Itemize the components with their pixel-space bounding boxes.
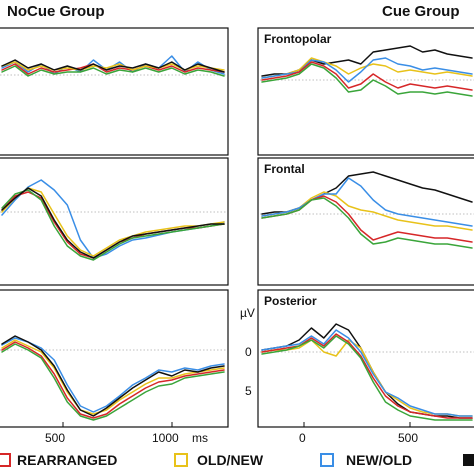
panel-cue-1: Frontal [257,157,474,286]
erp-trace [1,341,225,419]
panel-frame [0,27,229,156]
panel-cue-0: Frontopolar [257,27,474,156]
legend-label-new-old: NEW/OLD [346,452,412,468]
legend-swatch-old-new [174,453,188,467]
erp-trace [261,57,473,79]
erp-trace [1,187,225,259]
erp-trace [261,333,473,419]
legend: REARRANGED OLD/NEW NEW/OLD [0,452,474,468]
erp-trace [1,65,225,77]
title-cue-group: Cue Group [382,3,460,20]
erp-trace [1,335,225,417]
erp-trace [1,339,225,415]
legend-swatch-rearranged [0,453,11,467]
x-tick-left-1000: 1000 [152,431,179,445]
erp-trace [261,339,473,417]
y-tick-5: 5 [245,384,252,398]
panel-frame [257,157,474,286]
panels: Frontopolar Frontal Posterior [0,27,474,428]
panel-nocue-2 [0,289,229,428]
erp-trace [1,59,225,73]
erp-trace [261,335,473,421]
legend-swatch-black [463,454,474,466]
erp-trace [1,63,225,75]
erp-trace [261,61,473,91]
x-tick-right-0: 0 [299,431,306,445]
x-tick-left-500: 500 [45,431,65,445]
y-tick-0: 0 [245,345,252,359]
erp-trace [261,195,473,243]
erp-trace [261,63,473,97]
erp-trace [1,189,225,261]
legend-swatch-new-old [320,453,334,467]
erp-trace [1,337,225,413]
panel-label-posterior: Posterior [264,294,317,308]
panel-label-frontal: Frontal [264,162,305,176]
legend-label-old-new: OLD/NEW [197,452,264,468]
panel-frame [0,157,229,286]
erp-trace [1,343,225,421]
erp-trace [261,329,473,417]
panel-frame [0,289,229,428]
erp-trace [261,177,473,227]
x-tick-right-500: 500 [398,431,418,445]
erp-trace [261,191,473,231]
panel-frame [257,289,474,428]
panel-label-frontopolar: Frontopolar [264,32,332,46]
legend-label-rearranged: REARRANGED [17,452,117,468]
y-unit-label: µV [240,306,255,320]
x-tick-left-unit: ms [192,431,208,445]
title-nocue-group: NoCue Group [7,3,105,20]
erp-trace [1,187,225,257]
panel-nocue-0 [0,27,229,156]
panel-nocue-1 [0,157,229,286]
panel-frame [257,27,474,156]
erp-trace [261,197,473,249]
panel-cue-2: Posterior [257,289,474,428]
